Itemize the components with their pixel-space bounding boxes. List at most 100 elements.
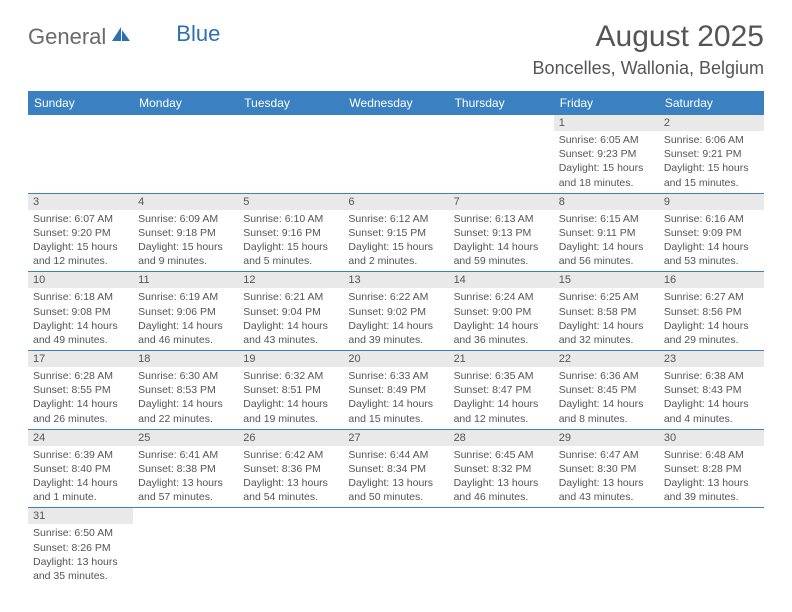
sunset-text: Sunset: 8:26 PM <box>33 541 128 555</box>
calendar-day-cell: 22Sunrise: 6:36 AMSunset: 8:45 PMDayligh… <box>554 351 659 430</box>
day-number: 18 <box>133 351 238 367</box>
logo-text-blue: Blue <box>176 21 220 47</box>
sunset-text: Sunset: 9:23 PM <box>559 147 654 161</box>
calendar-day-cell: 5Sunrise: 6:10 AMSunset: 9:16 PMDaylight… <box>238 193 343 272</box>
sunrise-text: Sunrise: 6:50 AM <box>33 526 128 540</box>
calendar-day-cell <box>449 115 554 193</box>
sunrise-text: Sunrise: 6:27 AM <box>664 290 759 304</box>
day-number: 15 <box>554 272 659 288</box>
day-number: 19 <box>238 351 343 367</box>
day-number: 30 <box>659 430 764 446</box>
daylight-text: Daylight: 13 hours and 35 minutes. <box>33 555 128 583</box>
day-number: 7 <box>449 194 554 210</box>
day-details: Sunrise: 6:36 AMSunset: 8:45 PMDaylight:… <box>554 367 659 429</box>
daylight-text: Daylight: 14 hours and 59 minutes. <box>454 240 549 268</box>
day-details: Sunrise: 6:27 AMSunset: 8:56 PMDaylight:… <box>659 288 764 350</box>
sunrise-text: Sunrise: 6:22 AM <box>348 290 443 304</box>
month-title: August 2025 <box>533 20 764 54</box>
day-details: Sunrise: 6:33 AMSunset: 8:49 PMDaylight:… <box>343 367 448 429</box>
sunset-text: Sunset: 8:43 PM <box>664 383 759 397</box>
day-number: 22 <box>554 351 659 367</box>
day-details: Sunrise: 6:07 AMSunset: 9:20 PMDaylight:… <box>28 210 133 272</box>
daylight-text: Daylight: 13 hours and 46 minutes. <box>454 476 549 504</box>
day-number: 5 <box>238 194 343 210</box>
sunrise-text: Sunrise: 6:19 AM <box>138 290 233 304</box>
day-number: 14 <box>449 272 554 288</box>
sunset-text: Sunset: 8:38 PM <box>138 462 233 476</box>
day-details: Sunrise: 6:38 AMSunset: 8:43 PMDaylight:… <box>659 367 764 429</box>
day-header: Monday <box>133 91 238 115</box>
sunrise-text: Sunrise: 6:47 AM <box>559 448 654 462</box>
day-details: Sunrise: 6:05 AMSunset: 9:23 PMDaylight:… <box>554 131 659 193</box>
calendar-day-cell: 24Sunrise: 6:39 AMSunset: 8:40 PMDayligh… <box>28 429 133 508</box>
day-details: Sunrise: 6:30 AMSunset: 8:53 PMDaylight:… <box>133 367 238 429</box>
day-number: 10 <box>28 272 133 288</box>
calendar-week-row: 17Sunrise: 6:28 AMSunset: 8:55 PMDayligh… <box>28 351 764 430</box>
sunrise-text: Sunrise: 6:12 AM <box>348 212 443 226</box>
sunset-text: Sunset: 9:16 PM <box>243 226 338 240</box>
sunset-text: Sunset: 8:36 PM <box>243 462 338 476</box>
sunset-text: Sunset: 9:13 PM <box>454 226 549 240</box>
daylight-text: Daylight: 14 hours and 49 minutes. <box>33 319 128 347</box>
day-number: 12 <box>238 272 343 288</box>
sunrise-text: Sunrise: 6:35 AM <box>454 369 549 383</box>
sunrise-text: Sunrise: 6:13 AM <box>454 212 549 226</box>
daylight-text: Daylight: 13 hours and 50 minutes. <box>348 476 443 504</box>
daylight-text: Daylight: 14 hours and 26 minutes. <box>33 397 128 425</box>
sunrise-text: Sunrise: 6:18 AM <box>33 290 128 304</box>
calendar-day-cell <box>659 508 764 586</box>
sunset-text: Sunset: 9:21 PM <box>664 147 759 161</box>
daylight-text: Daylight: 13 hours and 43 minutes. <box>559 476 654 504</box>
calendar-day-cell <box>343 115 448 193</box>
calendar-day-cell: 15Sunrise: 6:25 AMSunset: 8:58 PMDayligh… <box>554 272 659 351</box>
sunset-text: Sunset: 9:06 PM <box>138 305 233 319</box>
day-details: Sunrise: 6:28 AMSunset: 8:55 PMDaylight:… <box>28 367 133 429</box>
calendar-day-cell: 10 Sunrise: 6:18 AMSunset: 9:08 PMDayligh… <box>28 272 133 351</box>
calendar-day-cell: 1Sunrise: 6:05 AMSunset: 9:23 PMDaylight… <box>554 115 659 193</box>
sunset-text: Sunset: 8:45 PM <box>559 383 654 397</box>
calendar-day-cell <box>133 115 238 193</box>
calendar-week-row: 31 Sunrise: 6:50 AMSunset: 8:26 PMDayligh… <box>28 508 764 586</box>
calendar-day-cell: 3Sunrise: 6:07 AMSunset: 9:20 PMDaylight… <box>28 193 133 272</box>
calendar-day-cell: 16Sunrise: 6:27 AMSunset: 8:56 PMDayligh… <box>659 272 764 351</box>
day-header: Saturday <box>659 91 764 115</box>
sunrise-text: Sunrise: 6:06 AM <box>664 133 759 147</box>
daylight-text: Daylight: 14 hours and 12 minutes. <box>454 397 549 425</box>
day-number: 25 <box>133 430 238 446</box>
daylight-text: Daylight: 15 hours and 18 minutes. <box>559 161 654 189</box>
day-number: 29 <box>554 430 659 446</box>
day-details: Sunrise: 6:44 AMSunset: 8:34 PMDaylight:… <box>343 446 448 508</box>
calendar-day-cell <box>133 508 238 586</box>
day-header-row: SundayMondayTuesdayWednesdayThursdayFrid… <box>28 91 764 115</box>
day-number: 31 <box>28 508 133 524</box>
daylight-text: Daylight: 14 hours and 46 minutes. <box>138 319 233 347</box>
sunset-text: Sunset: 8:47 PM <box>454 383 549 397</box>
calendar-week-row: 10Sunrise: 6:18 AMSunset: 9:08 PMDayligh… <box>28 272 764 351</box>
day-number: 2 <box>659 115 764 131</box>
calendar-day-cell <box>238 115 343 193</box>
calendar-day-cell: 18Sunrise: 6:30 AMSunset: 8:53 PMDayligh… <box>133 351 238 430</box>
day-details: Sunrise: 6:41 AMSunset: 8:38 PMDaylight:… <box>133 446 238 508</box>
sunrise-text: Sunrise: 6:24 AM <box>454 290 549 304</box>
calendar-day-cell: 12Sunrise: 6:21 AMSunset: 9:04 PMDayligh… <box>238 272 343 351</box>
calendar-day-cell: 30Sunrise: 6:48 AMSunset: 8:28 PMDayligh… <box>659 429 764 508</box>
daylight-text: Daylight: 14 hours and 8 minutes. <box>559 397 654 425</box>
sunset-text: Sunset: 9:18 PM <box>138 226 233 240</box>
day-header: Sunday <box>28 91 133 115</box>
sunset-text: Sunset: 9:08 PM <box>33 305 128 319</box>
sunset-text: Sunset: 9:00 PM <box>454 305 549 319</box>
calendar-day-cell: 28Sunrise: 6:45 AMSunset: 8:32 PMDayligh… <box>449 429 554 508</box>
daylight-text: Daylight: 14 hours and 39 minutes. <box>348 319 443 347</box>
logo-text-general: General <box>28 24 106 50</box>
sunset-text: Sunset: 9:15 PM <box>348 226 443 240</box>
calendar-table: SundayMondayTuesdayWednesdayThursdayFrid… <box>28 91 764 586</box>
day-number: 27 <box>343 430 448 446</box>
day-header: Friday <box>554 91 659 115</box>
sunrise-text: Sunrise: 6:15 AM <box>559 212 654 226</box>
day-number: 20 <box>343 351 448 367</box>
calendar-day-cell: 20Sunrise: 6:33 AMSunset: 8:49 PMDayligh… <box>343 351 448 430</box>
sunset-text: Sunset: 9:04 PM <box>243 305 338 319</box>
calendar-day-cell: 14Sunrise: 6:24 AMSunset: 9:00 PMDayligh… <box>449 272 554 351</box>
calendar-day-cell: 23Sunrise: 6:38 AMSunset: 8:43 PMDayligh… <box>659 351 764 430</box>
sunset-text: Sunset: 8:55 PM <box>33 383 128 397</box>
